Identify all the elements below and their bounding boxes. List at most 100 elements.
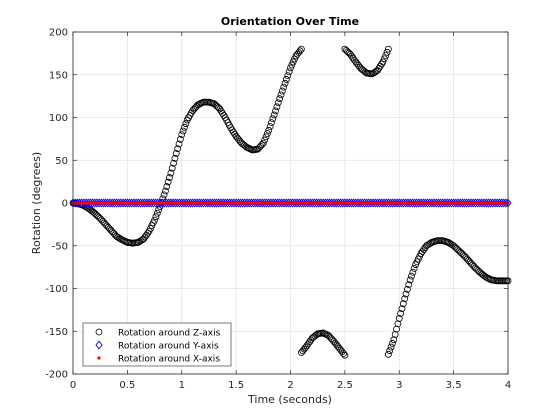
data-point-z bbox=[384, 45, 392, 53]
data-point-z bbox=[340, 350, 347, 357]
legend-marker bbox=[97, 356, 101, 360]
data-point-z bbox=[268, 119, 275, 127]
data-point-z bbox=[274, 99, 282, 107]
x-axis-label: Time (seconds) bbox=[247, 393, 332, 406]
data-point-z bbox=[386, 347, 394, 355]
data-point-z bbox=[284, 72, 292, 80]
data-point-z bbox=[401, 295, 409, 303]
data-point-z bbox=[389, 340, 396, 347]
data-point-z bbox=[281, 79, 289, 87]
data-point-z bbox=[285, 68, 293, 76]
data-point-z bbox=[171, 154, 179, 162]
legend-marker bbox=[95, 340, 103, 350]
x-tick-label: 0 bbox=[70, 380, 76, 391]
x-tick-label: 2 bbox=[287, 380, 293, 391]
data-point-z bbox=[178, 131, 186, 139]
data-point-z bbox=[261, 136, 269, 144]
data-point-z bbox=[273, 103, 281, 111]
data-point-z bbox=[266, 123, 274, 130]
legend: Rotation around Z-axis Rotation around Y-… bbox=[82, 322, 232, 367]
legend-label: Rotation around Y-axis bbox=[118, 342, 219, 352]
data-point-z bbox=[174, 145, 182, 153]
data-point-z bbox=[402, 290, 410, 298]
data-point-z bbox=[398, 305, 406, 312]
data-point-z bbox=[278, 87, 286, 95]
data-point-z bbox=[399, 300, 407, 308]
data-point-z bbox=[296, 47, 304, 55]
data-point-z bbox=[384, 350, 392, 358]
data-point-z bbox=[380, 55, 388, 63]
y-tick-label: 50 bbox=[55, 156, 68, 167]
x-tick-label: 1 bbox=[179, 380, 185, 391]
legend-label: Rotation around Z-axis bbox=[118, 329, 221, 339]
data-point-z bbox=[265, 126, 273, 134]
x-tick-label: 0.5 bbox=[119, 380, 135, 391]
data-point-z bbox=[155, 206, 163, 214]
data-point-z bbox=[168, 164, 176, 172]
data-point-z bbox=[263, 130, 271, 137]
data-point-z bbox=[164, 178, 172, 186]
y-axis-label: Rotation (degrees) bbox=[30, 152, 43, 254]
data-point-z bbox=[287, 64, 294, 72]
legend-label: Rotation around X-axis bbox=[118, 355, 220, 365]
data-point-z bbox=[378, 60, 385, 68]
data-point-z bbox=[393, 325, 400, 333]
data-point-z bbox=[395, 315, 403, 322]
x-tick-label: 4 bbox=[505, 380, 511, 391]
data-point-z bbox=[283, 76, 290, 83]
data-point-z bbox=[153, 209, 161, 217]
data-point-z bbox=[152, 213, 160, 221]
data-point-z bbox=[408, 272, 415, 280]
data-point-z bbox=[406, 276, 414, 284]
x-tick-label: 1.5 bbox=[228, 380, 244, 391]
data-point-z bbox=[276, 95, 284, 103]
data-point-z bbox=[166, 174, 173, 181]
data-point-z bbox=[397, 310, 405, 317]
y-tick-labels: -200 -150 -100 -50 0 50 100 150 200 bbox=[45, 28, 68, 381]
data-point-z bbox=[382, 52, 390, 59]
x-tick-label: 3 bbox=[396, 380, 402, 391]
data-point-z bbox=[181, 123, 188, 131]
x-tick-label: 3.5 bbox=[446, 380, 462, 391]
data-point-z bbox=[269, 115, 277, 123]
x-tick-label: 2.5 bbox=[337, 380, 353, 391]
data-point-z bbox=[170, 159, 177, 167]
data-point-z bbox=[182, 120, 190, 128]
data-point-z bbox=[167, 169, 175, 177]
data-point-z bbox=[162, 187, 169, 195]
y-tick-label: 150 bbox=[49, 70, 68, 81]
y-tick-label: 200 bbox=[49, 28, 68, 39]
data-point-z bbox=[410, 265, 418, 272]
y-tick-label: -50 bbox=[52, 241, 68, 252]
data-point-z bbox=[179, 127, 187, 135]
y-tick-label: -150 bbox=[45, 327, 68, 338]
data-point-z bbox=[288, 61, 296, 69]
series-3 bbox=[71, 201, 510, 205]
series-1 bbox=[69, 45, 512, 359]
legend-box bbox=[82, 322, 232, 367]
data-series bbox=[69, 45, 512, 359]
legend-marker bbox=[95, 328, 103, 336]
data-point-z bbox=[277, 91, 285, 99]
chart-title: Orientation Over Time bbox=[221, 15, 359, 28]
y-tick-label: 100 bbox=[49, 113, 68, 124]
data-point-z bbox=[280, 83, 288, 91]
x-tick-labels: 0 0.5 1 1.5 2 2.5 3 3.5 4 bbox=[70, 380, 511, 391]
data-point-z bbox=[405, 281, 413, 289]
data-point-z bbox=[289, 58, 297, 66]
data-point-z bbox=[272, 107, 279, 115]
data-point-z bbox=[409, 268, 417, 276]
data-point-z bbox=[160, 191, 168, 199]
data-point-z bbox=[341, 351, 349, 359]
y-tick-label: -100 bbox=[45, 284, 68, 295]
data-point-z bbox=[383, 48, 391, 56]
data-point-z bbox=[172, 150, 180, 157]
data-point-z bbox=[404, 285, 411, 293]
axis-ticks bbox=[72, 31, 509, 375]
data-point-z bbox=[391, 331, 399, 338]
data-point-z bbox=[297, 45, 305, 53]
data-point-z bbox=[379, 58, 387, 66]
data-point-z bbox=[175, 140, 183, 148]
data-point-z bbox=[259, 139, 267, 147]
